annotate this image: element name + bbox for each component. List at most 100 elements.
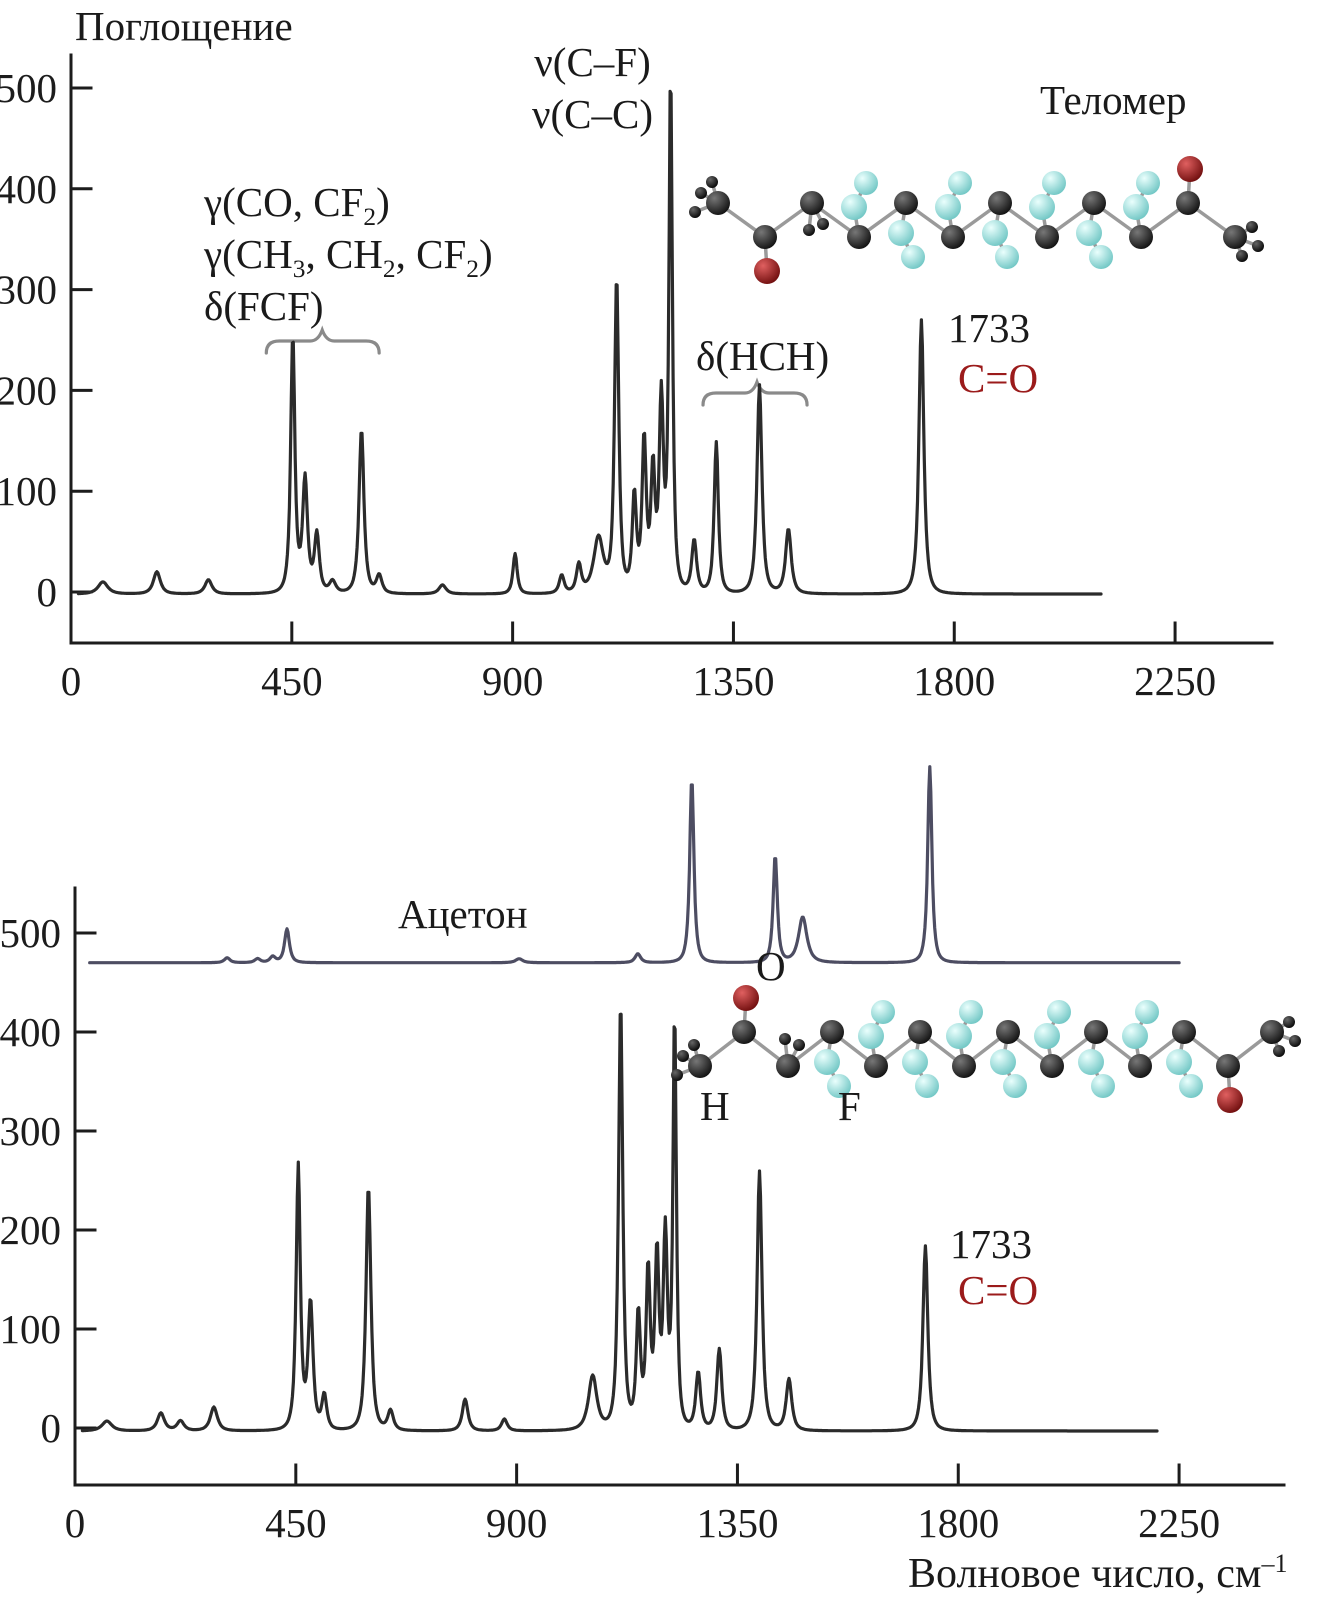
hydrogen-atom xyxy=(793,1039,805,1051)
y-tick-label: 200 xyxy=(0,1207,61,1253)
x-tick-label: 900 xyxy=(486,1500,548,1546)
y-tick-label: 300 xyxy=(0,267,57,313)
carbon-atom xyxy=(732,1020,756,1044)
telomer-spectrum-curve xyxy=(76,89,1103,596)
telomer-title: Теломер xyxy=(1040,77,1187,123)
x-tick-label: 0 xyxy=(61,658,82,704)
carbon-atom xyxy=(1128,1054,1152,1078)
carbon-atom xyxy=(1260,1020,1284,1044)
carbon-atom xyxy=(1216,1054,1240,1078)
delta-hch-band-brace xyxy=(701,377,809,407)
x-tick-label: 2250 xyxy=(1138,1500,1220,1546)
fluorine-atom xyxy=(901,245,925,269)
carbon-atom xyxy=(952,1054,976,1078)
nu-cf-cc-annotation: ν(C–F) ν(C–C) xyxy=(505,36,680,140)
gamma-delta-annotation: γ(CO, CF2) γ(CH3, CH2, CF2) δ(FCF) xyxy=(204,176,493,332)
fluorine-atom xyxy=(1003,1074,1027,1098)
carbon-atom xyxy=(1084,1020,1108,1044)
fluorine-atom xyxy=(1136,171,1160,195)
fluorine-atom xyxy=(1135,1000,1159,1024)
hydrogen-atom xyxy=(689,206,701,218)
fluorine-atom xyxy=(1122,1023,1148,1049)
y-tick-label: 100 xyxy=(0,1306,61,1352)
fluorine-atom xyxy=(1076,220,1102,246)
carbon-atom xyxy=(1040,1054,1064,1078)
oxygen-atom xyxy=(733,985,759,1011)
nu-cc-label: ν(C–C) xyxy=(531,91,654,137)
oxygen-atom xyxy=(1217,1087,1243,1113)
y-tick-label: 300 xyxy=(0,1108,61,1154)
x-tick-label: 1800 xyxy=(917,1500,999,1546)
fluorine-atom xyxy=(827,1074,851,1098)
fluorine-atom xyxy=(1042,171,1066,195)
fluorine-atom xyxy=(990,1049,1016,1075)
hydrogen-atom xyxy=(779,1033,791,1045)
delta-fcf-label: δ(FCF) xyxy=(204,283,324,329)
x-tick-label: 0 xyxy=(65,1500,86,1546)
hydrogen-atom xyxy=(695,187,707,199)
y-tick-label: 500 xyxy=(0,910,61,956)
carbon-atom xyxy=(706,191,730,215)
delta-hch-label: δ(HCH) xyxy=(696,333,830,379)
y-tick-label: 500 xyxy=(0,65,57,111)
acetone-label: Ацетон xyxy=(398,891,528,937)
fluorine-atom xyxy=(935,194,961,220)
carbon-atom xyxy=(688,1054,712,1078)
gamma-ch3-ch2-cf2-label: γ(CH3, CH2, CF2) xyxy=(204,231,493,284)
carbon-atom xyxy=(1082,191,1106,215)
carbon-atom xyxy=(864,1054,888,1078)
gamma-band-brace xyxy=(264,325,381,355)
y-tick-label: 400 xyxy=(0,1009,61,1055)
carbon-atom xyxy=(1035,225,1059,249)
fluorine-atom xyxy=(1047,1000,1071,1024)
carbon-atom xyxy=(908,1020,932,1044)
carbon-atom xyxy=(988,191,1012,215)
hydrogen-atom xyxy=(1289,1035,1301,1047)
hydrogen-atom xyxy=(803,224,815,236)
atom-h-label: H xyxy=(700,1083,730,1129)
fluorine-atom xyxy=(1029,194,1055,220)
fluorine-atom xyxy=(814,1049,840,1075)
y-tick-label: 400 xyxy=(0,166,57,212)
fluorine-atom xyxy=(1089,245,1113,269)
nu-cf-label: ν(C–F) xyxy=(534,39,651,85)
x-tick-label: 1350 xyxy=(696,1500,778,1546)
carbon-atom xyxy=(1223,225,1247,249)
fluorine-atom xyxy=(841,194,867,220)
carbon-atom xyxy=(847,225,871,249)
fluorine-atom xyxy=(995,245,1019,269)
telomer-acetone-spectrum-curve xyxy=(80,1012,1159,1433)
y-tick-label: 200 xyxy=(0,367,57,413)
carbon-atom xyxy=(1176,191,1200,215)
y-tick-label: 0 xyxy=(41,1405,62,1451)
atom-o-label: O xyxy=(756,943,786,989)
x-tick-label: 2250 xyxy=(1134,658,1216,704)
fluorine-atom xyxy=(1034,1023,1060,1049)
hydrogen-atom xyxy=(1236,250,1248,262)
carbon-atom xyxy=(1129,225,1153,249)
hydrogen-atom xyxy=(1246,221,1258,233)
top-co-label: C=O xyxy=(958,355,1039,401)
x-tick-label: 1800 xyxy=(913,658,995,704)
x-tick-label: 900 xyxy=(482,658,544,704)
x-axis-title: Волновое число, см–1 xyxy=(908,1548,1288,1600)
fluorine-atom xyxy=(888,220,914,246)
carbon-atom xyxy=(941,225,965,249)
gamma-co-cf2-label: γ(CO, CF2) xyxy=(204,179,390,232)
oxygen-atom xyxy=(1177,156,1203,182)
bottom-1733-label: 1733 xyxy=(950,1221,1032,1267)
fluorine-atom xyxy=(902,1049,928,1075)
x-tick-label: 1350 xyxy=(692,658,774,704)
hydrogen-atom xyxy=(671,1069,683,1081)
y-axis-title: Поглощение xyxy=(75,3,293,49)
top-chart-axes: 0 100 200 300 400 500 0 450 900 1350 1800 2250 xyxy=(0,53,1274,704)
carbon-atom xyxy=(820,1020,844,1044)
top-1733-label: 1733 xyxy=(948,305,1030,351)
fluorine-atom xyxy=(858,1023,884,1049)
atom-f-label: F xyxy=(838,1083,861,1129)
fluorine-atom xyxy=(946,1023,972,1049)
x-axis-title-text: Волновое число, см xyxy=(908,1551,1262,1597)
x-tick-label: 450 xyxy=(265,1500,327,1546)
carbon-atom xyxy=(776,1054,800,1078)
